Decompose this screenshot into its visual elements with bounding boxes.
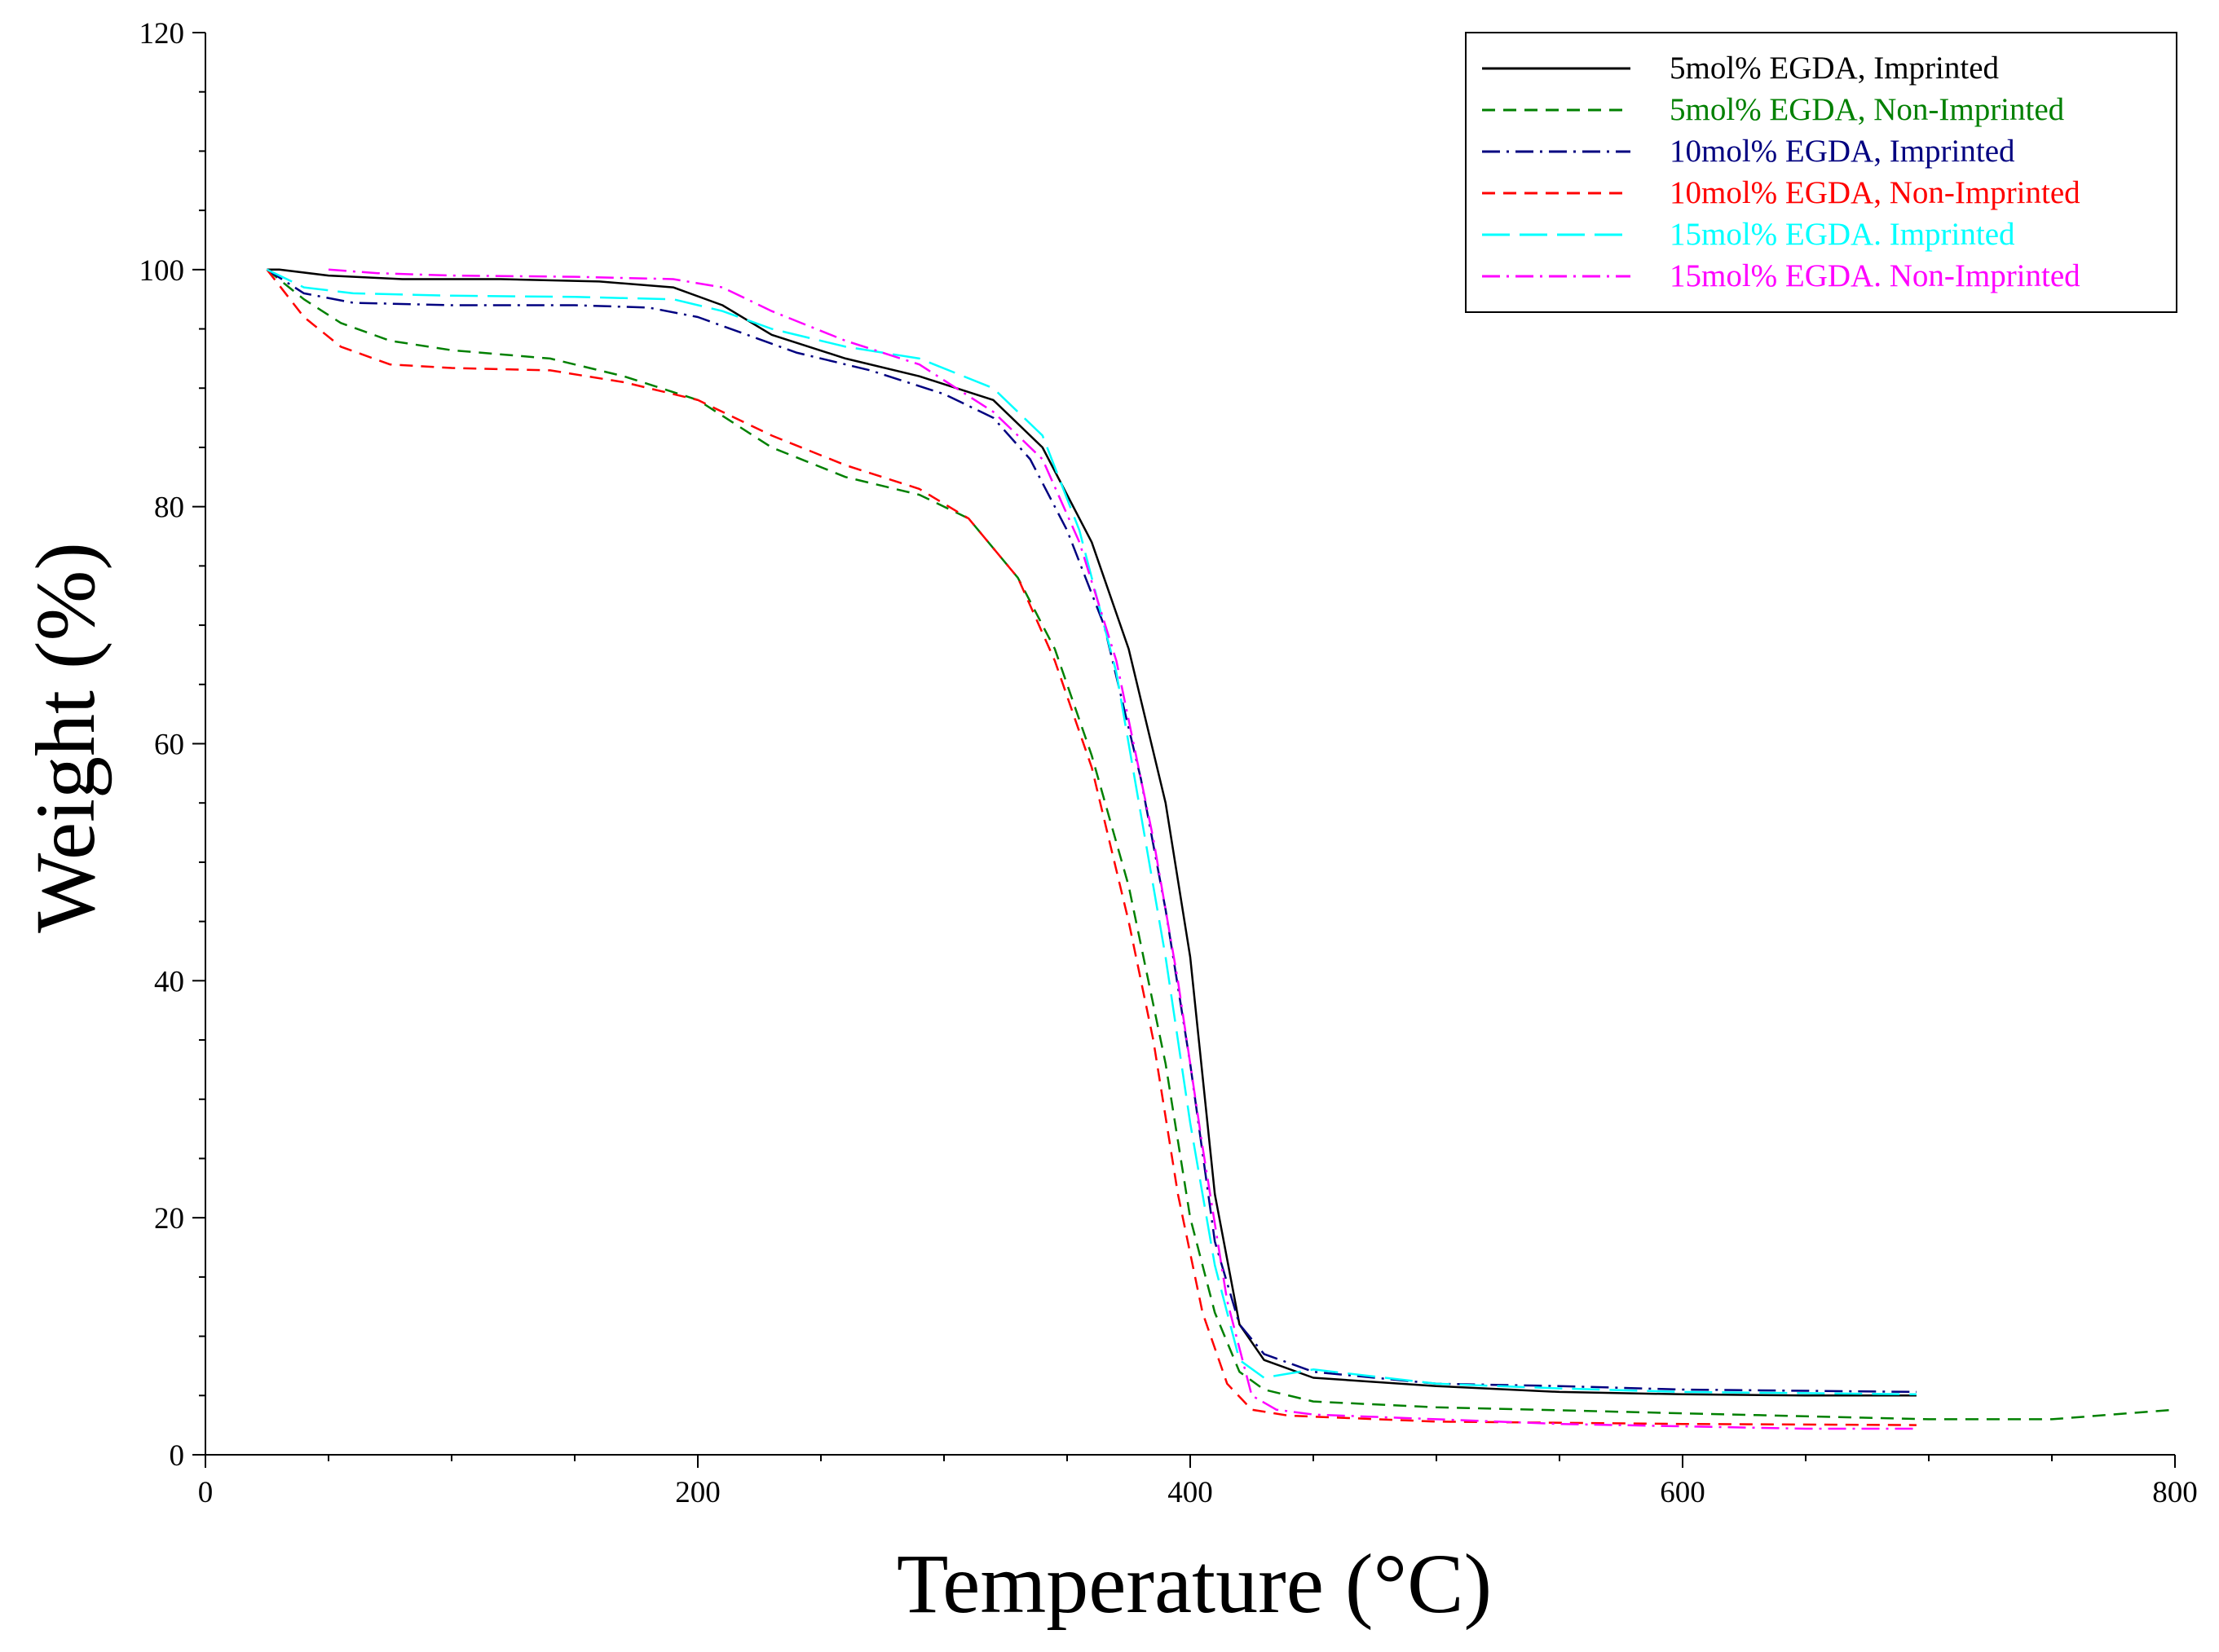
y-axis-title: Weight (%) (19, 542, 112, 933)
y-tick-label: 20 (154, 1202, 184, 1236)
legend-label-6: 15mol% EGDA. Non-Imprinted (1670, 258, 2080, 293)
y-tick-label: 60 (154, 729, 184, 762)
y-tick-label: 100 (139, 254, 185, 288)
x-tick-label: 600 (1660, 1476, 1705, 1509)
y-tick-label: 40 (154, 965, 184, 998)
x-axis-title: Temperature (°C) (897, 1537, 1492, 1631)
x-tick-label: 0 (198, 1476, 214, 1509)
y-tick-label: 120 (139, 17, 185, 51)
legend-box (1465, 32, 2177, 313)
legend-label-1: 5mol% EGDA, Imprinted (1670, 51, 2000, 86)
x-tick-label: 800 (2152, 1476, 2198, 1509)
series-line-1 (267, 268, 1917, 1397)
legend-label-5: 15mol% EGDA. Imprinted (1670, 217, 2015, 252)
legend: 5mol% EGDA, Imprinted 5mol% EGDA, Non-Imp… (1465, 32, 2177, 313)
series-line-2 (266, 268, 2176, 1421)
y-tick-label: 0 (170, 1439, 185, 1473)
plot-series (266, 268, 2176, 1430)
legend-label-3: 10mol% EGDA, Imprinted (1670, 134, 2015, 169)
x-tick-label: 200 (675, 1476, 721, 1509)
axes: 0 20 40 60 80 100 120 0 200 400 600 800 (139, 17, 2198, 1509)
series-line-4 (266, 269, 1917, 1426)
legend-label-4: 10mol% EGDA, Non-Imprinted (1670, 175, 2080, 210)
y-tick-label: 80 (154, 491, 184, 525)
series-line-6 (328, 268, 1917, 1430)
legend-label-2: 5mol% EGDA, Non-Imprinted (1670, 92, 2065, 127)
x-tick-label: 400 (1167, 1476, 1213, 1509)
